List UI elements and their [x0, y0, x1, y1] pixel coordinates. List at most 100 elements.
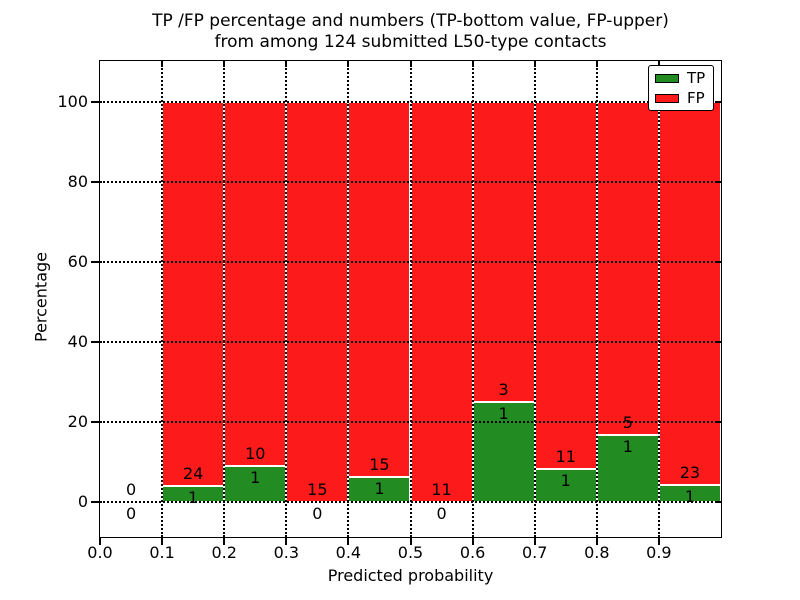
- bar-segment-fp: [348, 101, 411, 478]
- bar-count-label-fp: 15: [307, 480, 328, 500]
- bar-count-label-tp: 1: [374, 479, 385, 499]
- gridline-vertical: [285, 61, 288, 537]
- bar-count-label-tp: 1: [188, 488, 199, 508]
- y-axis-tick-right: [715, 421, 721, 424]
- y-tick-label: 0: [77, 492, 88, 512]
- gridline-vertical: [223, 61, 226, 537]
- chart-title-line1: TP /FP percentage and numbers (TP-bottom…: [152, 11, 669, 31]
- bar-segment-fp: [658, 101, 721, 486]
- y-axis-tick-right: [715, 501, 721, 504]
- bar-segment-fp: [534, 101, 597, 469]
- bar-count-label-tp: 1: [498, 404, 509, 424]
- chart-title: TP /FP percentage and numbers (TP-bottom…: [99, 11, 722, 53]
- bar-segment-tp: [224, 465, 287, 503]
- y-tick-label: 100: [57, 91, 88, 111]
- y-axis-tick: [91, 501, 100, 504]
- legend: TP FP: [648, 65, 714, 111]
- bar-count-label-tp: 0: [125, 504, 137, 524]
- bar-count-label-fp: 23: [679, 463, 701, 483]
- x-axis-tick-top: [223, 61, 226, 67]
- legend-entry-fp: FP: [649, 88, 713, 107]
- y-axis-tick-right: [715, 100, 721, 103]
- gridline-vertical: [409, 61, 412, 537]
- bar-segment-fp: [472, 101, 535, 403]
- x-axis-tick: [533, 538, 536, 545]
- x-axis-tick: [657, 538, 660, 545]
- x-axis-tick: [285, 538, 288, 545]
- legend-entry-tp: TP: [649, 68, 713, 87]
- legend-label-fp: FP: [687, 88, 705, 107]
- bar-segment-fp: [224, 101, 287, 466]
- x-tick-label: 0.7: [521, 543, 548, 562]
- plot-area: TP FP 0 0 24 1 10 1 15 0 15 1 11 0 3 1 11 1 5 1 23 1 0 20 40 60…: [57, 60, 722, 562]
- x-tick-label: 0.6: [459, 543, 486, 562]
- y-axis-tick: [91, 421, 100, 424]
- y-tick-label: 40: [67, 332, 88, 352]
- y-axis-tick: [91, 180, 100, 183]
- bar-count-label-fp: 11: [555, 446, 576, 466]
- x-tick-label: 0.4: [335, 543, 362, 562]
- bar-count-label-fp: 0: [125, 480, 137, 500]
- bar-count-label-tp: 0: [312, 504, 323, 524]
- x-axis-tick: [161, 538, 164, 545]
- x-axis-tick: [595, 538, 598, 545]
- x-axis-tick-top: [347, 61, 350, 67]
- x-axis-tick: [409, 538, 412, 545]
- bar-count-label-fp: 5: [622, 413, 633, 433]
- x-tick-label: 0.1: [149, 543, 175, 562]
- x-tick-label: 0.3: [273, 543, 300, 562]
- bar-count-label-fp: 11: [431, 480, 452, 500]
- x-axis-tick: [223, 538, 226, 545]
- x-tick-label: 0.0: [87, 543, 113, 562]
- legend-label-tp: TP: [687, 68, 706, 87]
- bar-count-label-tp: 0: [436, 504, 447, 524]
- gridline-vertical: [347, 61, 350, 537]
- y-axis-tick-right: [715, 180, 721, 183]
- y-tick-label: 20: [67, 412, 88, 432]
- bar-segment-fp: [162, 101, 225, 487]
- bar-count-label-fp: 3: [498, 380, 509, 400]
- y-tick-label: 60: [67, 251, 88, 271]
- x-axis-tick-top: [161, 61, 164, 67]
- y-axis-label: Percentage: [31, 251, 51, 343]
- chart-title-line2: from among 124 submitted L50-type contac…: [214, 32, 607, 52]
- x-axis-tick-top: [657, 61, 660, 67]
- gridline-vertical: [657, 61, 660, 537]
- gridline-vertical: [533, 61, 536, 537]
- x-axis-tick: [99, 538, 101, 545]
- x-axis-label: Predicted probability: [327, 566, 494, 585]
- x-axis-tick-top: [471, 61, 474, 67]
- bar-count-label-fp: 24: [182, 464, 204, 484]
- gridline-vertical: [161, 61, 164, 537]
- bar-count-label-tp: 1: [250, 467, 261, 487]
- bar-count-label-tp: 1: [622, 437, 633, 457]
- bar-count-label-tp: 1: [684, 487, 696, 507]
- y-axis-tick: [91, 100, 100, 103]
- tp-color-swatch: [655, 73, 679, 83]
- x-tick-label: 0.8: [584, 543, 610, 562]
- bar-count-label-fp: 15: [369, 455, 390, 475]
- x-axis-tick: [347, 538, 350, 545]
- gridline-vertical: [595, 61, 598, 537]
- x-tick-label: 0.5: [397, 543, 424, 562]
- x-tick-label: 0.2: [211, 543, 237, 562]
- y-axis-tick-right: [715, 260, 721, 263]
- bar-segment-fp: [596, 101, 659, 436]
- bar-count-label-fp: 10: [245, 443, 266, 463]
- x-axis-tick-top: [533, 61, 536, 67]
- x-axis-tick-top: [409, 61, 412, 67]
- x-axis-tick-top: [595, 61, 598, 67]
- bar-segment-tp: [348, 477, 411, 503]
- gridline-vertical: [471, 61, 474, 537]
- bar-segment-fp: [410, 101, 473, 503]
- y-axis-tick: [91, 260, 100, 263]
- x-axis-tick-top: [285, 61, 288, 67]
- bar-count-label-tp: 1: [560, 470, 571, 490]
- x-axis-tick: [471, 538, 474, 545]
- y-axis-tick: [91, 341, 100, 344]
- fp-color-swatch: [655, 93, 679, 103]
- bar-segment-fp: [286, 101, 349, 503]
- y-tick-label: 80: [67, 171, 88, 191]
- x-tick-label: 0.9: [646, 543, 672, 562]
